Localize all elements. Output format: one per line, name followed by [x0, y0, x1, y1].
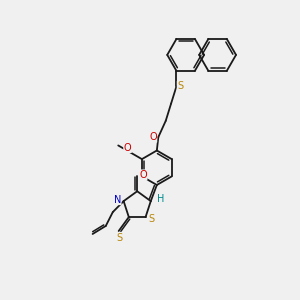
- Text: S: S: [116, 232, 122, 243]
- Text: O: O: [139, 170, 147, 180]
- Text: S: S: [148, 214, 154, 224]
- Text: S: S: [177, 81, 183, 91]
- Text: O: O: [124, 142, 131, 152]
- Text: N: N: [114, 195, 121, 205]
- Text: O: O: [149, 132, 157, 142]
- Text: H: H: [158, 194, 165, 204]
